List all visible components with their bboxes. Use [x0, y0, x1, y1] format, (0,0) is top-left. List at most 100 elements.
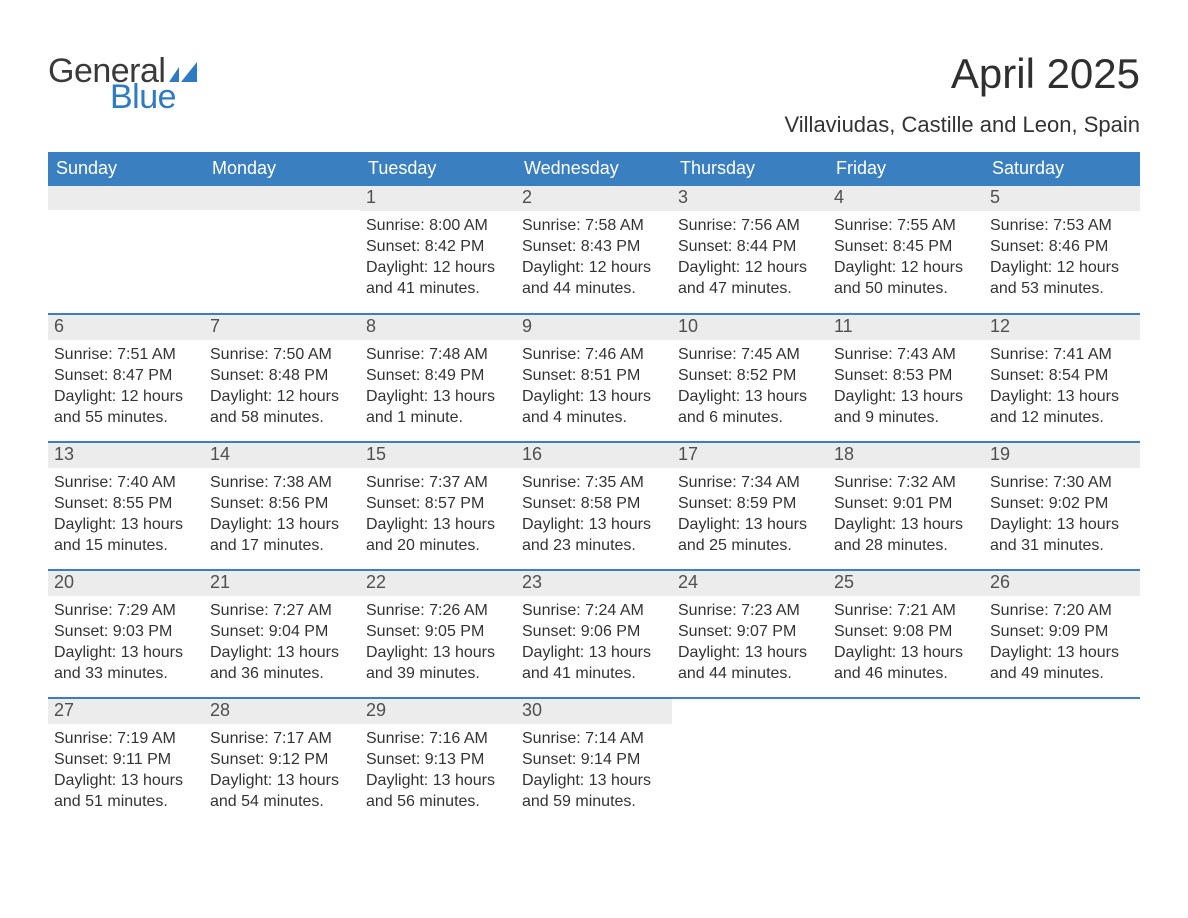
sunset-text: Sunset: 9:12 PM [210, 749, 354, 770]
day-cell: 12Sunrise: 7:41 AMSunset: 8:54 PMDayligh… [984, 314, 1140, 442]
sunset-text: Sunset: 8:56 PM [210, 493, 354, 514]
sunset-text: Sunset: 8:54 PM [990, 365, 1134, 386]
daylight-line1: Daylight: 13 hours [522, 386, 666, 407]
day-body: Sunrise: 7:41 AMSunset: 8:54 PMDaylight:… [984, 340, 1140, 432]
day-cell: 27Sunrise: 7:19 AMSunset: 9:11 PMDayligh… [48, 698, 204, 826]
week-row: 1Sunrise: 8:00 AMSunset: 8:42 PMDaylight… [48, 186, 1140, 314]
sunrise-text: Sunrise: 7:30 AM [990, 472, 1134, 493]
daylight-line2: and 54 minutes. [210, 791, 354, 812]
daylight-line2: and 59 minutes. [522, 791, 666, 812]
day-body: Sunrise: 7:50 AMSunset: 8:48 PMDaylight:… [204, 340, 360, 432]
day-body: Sunrise: 7:55 AMSunset: 8:45 PMDaylight:… [828, 211, 984, 303]
daylight-line2: and 47 minutes. [678, 278, 822, 299]
day-cell [828, 698, 984, 826]
day-number: 13 [48, 443, 204, 468]
daylight-line2: and 56 minutes. [366, 791, 510, 812]
sunset-text: Sunset: 8:55 PM [54, 493, 198, 514]
sunset-text: Sunset: 8:53 PM [834, 365, 978, 386]
day-body: Sunrise: 7:51 AMSunset: 8:47 PMDaylight:… [48, 340, 204, 432]
col-friday: Friday [828, 152, 984, 186]
col-wednesday: Wednesday [516, 152, 672, 186]
daylight-line1: Daylight: 13 hours [366, 770, 510, 791]
sunrise-text: Sunrise: 7:56 AM [678, 215, 822, 236]
daylight-line1: Daylight: 13 hours [990, 386, 1134, 407]
day-number: 3 [672, 186, 828, 211]
day-body: Sunrise: 7:40 AMSunset: 8:55 PMDaylight:… [48, 468, 204, 560]
day-body: Sunrise: 7:43 AMSunset: 8:53 PMDaylight:… [828, 340, 984, 432]
sunrise-text: Sunrise: 7:38 AM [210, 472, 354, 493]
day-cell: 26Sunrise: 7:20 AMSunset: 9:09 PMDayligh… [984, 570, 1140, 698]
calendar-table: Sunday Monday Tuesday Wednesday Thursday… [48, 152, 1140, 826]
day-cell: 22Sunrise: 7:26 AMSunset: 9:05 PMDayligh… [360, 570, 516, 698]
calendar-page: General Blue April 2025 Villaviudas, Cas… [0, 0, 1188, 846]
day-cell: 4Sunrise: 7:55 AMSunset: 8:45 PMDaylight… [828, 186, 984, 314]
day-cell: 3Sunrise: 7:56 AMSunset: 8:44 PMDaylight… [672, 186, 828, 314]
header: General Blue April 2025 Villaviudas, Cas… [48, 50, 1140, 138]
day-number: 16 [516, 443, 672, 468]
daylight-line1: Daylight: 13 hours [834, 514, 978, 535]
day-cell: 20Sunrise: 7:29 AMSunset: 9:03 PMDayligh… [48, 570, 204, 698]
sunset-text: Sunset: 8:42 PM [366, 236, 510, 257]
sunset-text: Sunset: 8:46 PM [990, 236, 1134, 257]
day-cell: 1Sunrise: 8:00 AMSunset: 8:42 PMDaylight… [360, 186, 516, 314]
daylight-line2: and 49 minutes. [990, 663, 1134, 684]
daylight-line1: Daylight: 13 hours [366, 386, 510, 407]
day-cell: 28Sunrise: 7:17 AMSunset: 9:12 PMDayligh… [204, 698, 360, 826]
daylight-line2: and 39 minutes. [366, 663, 510, 684]
day-body: Sunrise: 7:46 AMSunset: 8:51 PMDaylight:… [516, 340, 672, 432]
sunrise-text: Sunrise: 7:46 AM [522, 344, 666, 365]
day-cell: 29Sunrise: 7:16 AMSunset: 9:13 PMDayligh… [360, 698, 516, 826]
sunset-text: Sunset: 9:11 PM [54, 749, 198, 770]
day-body: Sunrise: 7:14 AMSunset: 9:14 PMDaylight:… [516, 724, 672, 816]
day-cell: 18Sunrise: 7:32 AMSunset: 9:01 PMDayligh… [828, 442, 984, 570]
daylight-line1: Daylight: 13 hours [990, 514, 1134, 535]
day-body: Sunrise: 7:24 AMSunset: 9:06 PMDaylight:… [516, 596, 672, 688]
sunrise-text: Sunrise: 7:43 AM [834, 344, 978, 365]
sunset-text: Sunset: 9:06 PM [522, 621, 666, 642]
day-body: Sunrise: 7:26 AMSunset: 9:05 PMDaylight:… [360, 596, 516, 688]
week-row: 20Sunrise: 7:29 AMSunset: 9:03 PMDayligh… [48, 570, 1140, 698]
sunrise-text: Sunrise: 7:14 AM [522, 728, 666, 749]
daylight-line1: Daylight: 13 hours [834, 386, 978, 407]
daylight-line2: and 9 minutes. [834, 407, 978, 428]
day-number: 10 [672, 315, 828, 340]
day-cell [204, 186, 360, 314]
daylight-line1: Daylight: 13 hours [210, 770, 354, 791]
daylight-line2: and 23 minutes. [522, 535, 666, 556]
sunset-text: Sunset: 8:49 PM [366, 365, 510, 386]
sunrise-text: Sunrise: 7:53 AM [990, 215, 1134, 236]
sunset-text: Sunset: 9:07 PM [678, 621, 822, 642]
day-body: Sunrise: 7:16 AMSunset: 9:13 PMDaylight:… [360, 724, 516, 816]
day-cell: 17Sunrise: 7:34 AMSunset: 8:59 PMDayligh… [672, 442, 828, 570]
sunrise-text: Sunrise: 7:41 AM [990, 344, 1134, 365]
sunrise-text: Sunrise: 7:26 AM [366, 600, 510, 621]
sunset-text: Sunset: 9:01 PM [834, 493, 978, 514]
day-body: Sunrise: 7:48 AMSunset: 8:49 PMDaylight:… [360, 340, 516, 432]
week-row: 6Sunrise: 7:51 AMSunset: 8:47 PMDaylight… [48, 314, 1140, 442]
sunrise-text: Sunrise: 7:23 AM [678, 600, 822, 621]
sunrise-text: Sunrise: 7:24 AM [522, 600, 666, 621]
daylight-line1: Daylight: 12 hours [678, 257, 822, 278]
daylight-line2: and 1 minute. [366, 407, 510, 428]
day-cell: 8Sunrise: 7:48 AMSunset: 8:49 PMDaylight… [360, 314, 516, 442]
daylight-line2: and 17 minutes. [210, 535, 354, 556]
day-cell: 11Sunrise: 7:43 AMSunset: 8:53 PMDayligh… [828, 314, 984, 442]
day-cell: 6Sunrise: 7:51 AMSunset: 8:47 PMDaylight… [48, 314, 204, 442]
daylight-line1: Daylight: 13 hours [210, 642, 354, 663]
empty-day-header [48, 186, 204, 210]
daylight-line1: Daylight: 13 hours [210, 514, 354, 535]
day-cell: 15Sunrise: 7:37 AMSunset: 8:57 PMDayligh… [360, 442, 516, 570]
daylight-line1: Daylight: 13 hours [678, 642, 822, 663]
sunset-text: Sunset: 9:04 PM [210, 621, 354, 642]
daylight-line2: and 53 minutes. [990, 278, 1134, 299]
daylight-line1: Daylight: 13 hours [54, 642, 198, 663]
day-body: Sunrise: 7:53 AMSunset: 8:46 PMDaylight:… [984, 211, 1140, 303]
sunset-text: Sunset: 8:57 PM [366, 493, 510, 514]
sunrise-text: Sunrise: 7:16 AM [366, 728, 510, 749]
sunset-text: Sunset: 8:59 PM [678, 493, 822, 514]
daylight-line1: Daylight: 13 hours [366, 514, 510, 535]
sunrise-text: Sunrise: 7:51 AM [54, 344, 198, 365]
day-body: Sunrise: 7:56 AMSunset: 8:44 PMDaylight:… [672, 211, 828, 303]
sunset-text: Sunset: 8:58 PM [522, 493, 666, 514]
day-number: 7 [204, 315, 360, 340]
